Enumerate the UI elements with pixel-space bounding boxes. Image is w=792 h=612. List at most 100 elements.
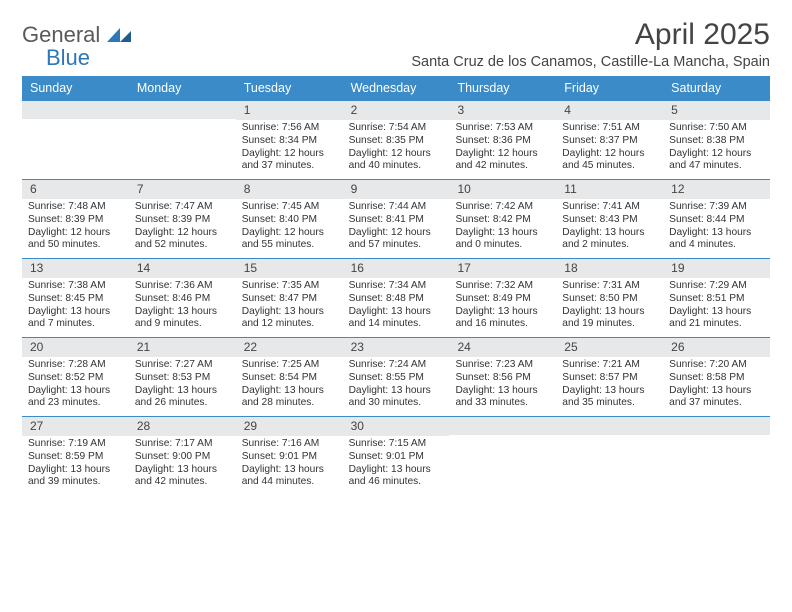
day-number-empty [449,416,556,435]
daylight-line: Daylight: 13 hours and 14 minutes. [349,306,444,332]
calendar-cell: 14Sunrise: 7:36 AMSunset: 8:46 PMDayligh… [129,258,236,337]
title-block: April 2025 Santa Cruz de los Canamos, Ca… [411,18,770,70]
cell-body: Sunrise: 7:15 AMSunset: 9:01 PMDaylight:… [343,436,450,495]
day-number: 2 [343,100,450,120]
dayhead-wednesday: Wednesday [343,76,450,100]
sunrise-line: Sunrise: 7:41 AM [562,201,657,214]
daylight-line: Daylight: 13 hours and 12 minutes. [242,306,337,332]
calendar-week: 6Sunrise: 7:48 AMSunset: 8:39 PMDaylight… [22,179,770,258]
daylight-line: Daylight: 13 hours and 26 minutes. [135,385,230,411]
daylight-line: Daylight: 13 hours and 33 minutes. [455,385,550,411]
cell-body: Sunrise: 7:31 AMSunset: 8:50 PMDaylight:… [556,278,663,337]
sunset-line: Sunset: 8:52 PM [28,372,123,385]
sunset-line: Sunset: 9:01 PM [242,451,337,464]
dayhead-sunday: Sunday [22,76,129,100]
sunrise-line: Sunrise: 7:42 AM [455,201,550,214]
day-number: 30 [343,416,450,436]
sunrise-line: Sunrise: 7:50 AM [669,122,764,135]
sunset-line: Sunset: 9:01 PM [349,451,444,464]
day-number: 22 [236,337,343,357]
cell-body: Sunrise: 7:27 AMSunset: 8:53 PMDaylight:… [129,357,236,416]
dayhead-friday: Friday [556,76,663,100]
daylight-line: Daylight: 12 hours and 45 minutes. [562,148,657,174]
day-number-empty [22,100,129,119]
cell-body: Sunrise: 7:16 AMSunset: 9:01 PMDaylight:… [236,436,343,495]
sunset-line: Sunset: 8:57 PM [562,372,657,385]
calendar-cell [556,416,663,495]
cell-body: Sunrise: 7:23 AMSunset: 8:56 PMDaylight:… [449,357,556,416]
sunset-line: Sunset: 8:36 PM [455,135,550,148]
calendar-cell: 1Sunrise: 7:56 AMSunset: 8:34 PMDaylight… [236,100,343,179]
cell-body: Sunrise: 7:53 AMSunset: 8:36 PMDaylight:… [449,120,556,179]
calendar-cell: 11Sunrise: 7:41 AMSunset: 8:43 PMDayligh… [556,179,663,258]
sunrise-line: Sunrise: 7:39 AM [669,201,764,214]
sunrise-line: Sunrise: 7:54 AM [349,122,444,135]
cell-body: Sunrise: 7:54 AMSunset: 8:35 PMDaylight:… [343,120,450,179]
cell-body: Sunrise: 7:56 AMSunset: 8:34 PMDaylight:… [236,120,343,179]
cell-body: Sunrise: 7:24 AMSunset: 8:55 PMDaylight:… [343,357,450,416]
day-number: 12 [663,179,770,199]
calendar-cell: 30Sunrise: 7:15 AMSunset: 9:01 PMDayligh… [343,416,450,495]
daylight-line: Daylight: 12 hours and 40 minutes. [349,148,444,174]
day-number: 16 [343,258,450,278]
calendar-cell: 4Sunrise: 7:51 AMSunset: 8:37 PMDaylight… [556,100,663,179]
cell-body: Sunrise: 7:36 AMSunset: 8:46 PMDaylight:… [129,278,236,337]
cell-body: Sunrise: 7:17 AMSunset: 9:00 PMDaylight:… [129,436,236,495]
sunset-line: Sunset: 8:40 PM [242,214,337,227]
page-title: April 2025 [411,18,770,52]
day-number: 26 [663,337,770,357]
sunrise-line: Sunrise: 7:25 AM [242,359,337,372]
calendar-cell: 18Sunrise: 7:31 AMSunset: 8:50 PMDayligh… [556,258,663,337]
day-number: 23 [343,337,450,357]
calendar-cell: 25Sunrise: 7:21 AMSunset: 8:57 PMDayligh… [556,337,663,416]
day-number: 1 [236,100,343,120]
cell-body: Sunrise: 7:47 AMSunset: 8:39 PMDaylight:… [129,199,236,258]
cell-body: Sunrise: 7:29 AMSunset: 8:51 PMDaylight:… [663,278,770,337]
sunset-line: Sunset: 8:47 PM [242,293,337,306]
daylight-line: Daylight: 12 hours and 42 minutes. [455,148,550,174]
day-number: 24 [449,337,556,357]
sunrise-line: Sunrise: 7:16 AM [242,438,337,451]
calendar-cell: 19Sunrise: 7:29 AMSunset: 8:51 PMDayligh… [663,258,770,337]
sunset-line: Sunset: 8:39 PM [135,214,230,227]
calendar-cell: 8Sunrise: 7:45 AMSunset: 8:40 PMDaylight… [236,179,343,258]
sunrise-line: Sunrise: 7:27 AM [135,359,230,372]
cell-body: Sunrise: 7:44 AMSunset: 8:41 PMDaylight:… [343,199,450,258]
sunrise-line: Sunrise: 7:48 AM [28,201,123,214]
cell-body: Sunrise: 7:48 AMSunset: 8:39 PMDaylight:… [22,199,129,258]
sunrise-line: Sunrise: 7:17 AM [135,438,230,451]
sunrise-line: Sunrise: 7:15 AM [349,438,444,451]
day-number: 17 [449,258,556,278]
sunset-line: Sunset: 9:00 PM [135,451,230,464]
sunset-line: Sunset: 8:38 PM [669,135,764,148]
calendar-cell: 16Sunrise: 7:34 AMSunset: 8:48 PMDayligh… [343,258,450,337]
cell-body: Sunrise: 7:38 AMSunset: 8:45 PMDaylight:… [22,278,129,337]
calendar-week: 27Sunrise: 7:19 AMSunset: 8:59 PMDayligh… [22,416,770,495]
sunset-line: Sunset: 8:46 PM [135,293,230,306]
sunrise-line: Sunrise: 7:53 AM [455,122,550,135]
sunset-line: Sunset: 8:48 PM [349,293,444,306]
calendar-body: 1Sunrise: 7:56 AMSunset: 8:34 PMDaylight… [22,100,770,495]
calendar-cell: 21Sunrise: 7:27 AMSunset: 8:53 PMDayligh… [129,337,236,416]
sunrise-line: Sunrise: 7:31 AM [562,280,657,293]
calendar-cell [22,100,129,179]
day-number: 29 [236,416,343,436]
sunset-line: Sunset: 8:50 PM [562,293,657,306]
sunrise-line: Sunrise: 7:20 AM [669,359,764,372]
logo: General Blue [22,18,133,70]
day-number-empty [129,100,236,119]
dayhead-monday: Monday [129,76,236,100]
daylight-line: Daylight: 13 hours and 37 minutes. [669,385,764,411]
calendar-cell: 15Sunrise: 7:35 AMSunset: 8:47 PMDayligh… [236,258,343,337]
sunrise-line: Sunrise: 7:47 AM [135,201,230,214]
header: General Blue April 2025 Santa Cruz de lo… [22,18,770,70]
sunset-line: Sunset: 8:42 PM [455,214,550,227]
calendar-cell: 7Sunrise: 7:47 AMSunset: 8:39 PMDaylight… [129,179,236,258]
sunset-line: Sunset: 8:43 PM [562,214,657,227]
sunset-line: Sunset: 8:56 PM [455,372,550,385]
daylight-line: Daylight: 13 hours and 19 minutes. [562,306,657,332]
calendar-cell [129,100,236,179]
daylight-line: Daylight: 12 hours and 57 minutes. [349,227,444,253]
day-number: 19 [663,258,770,278]
calendar-cell: 3Sunrise: 7:53 AMSunset: 8:36 PMDaylight… [449,100,556,179]
